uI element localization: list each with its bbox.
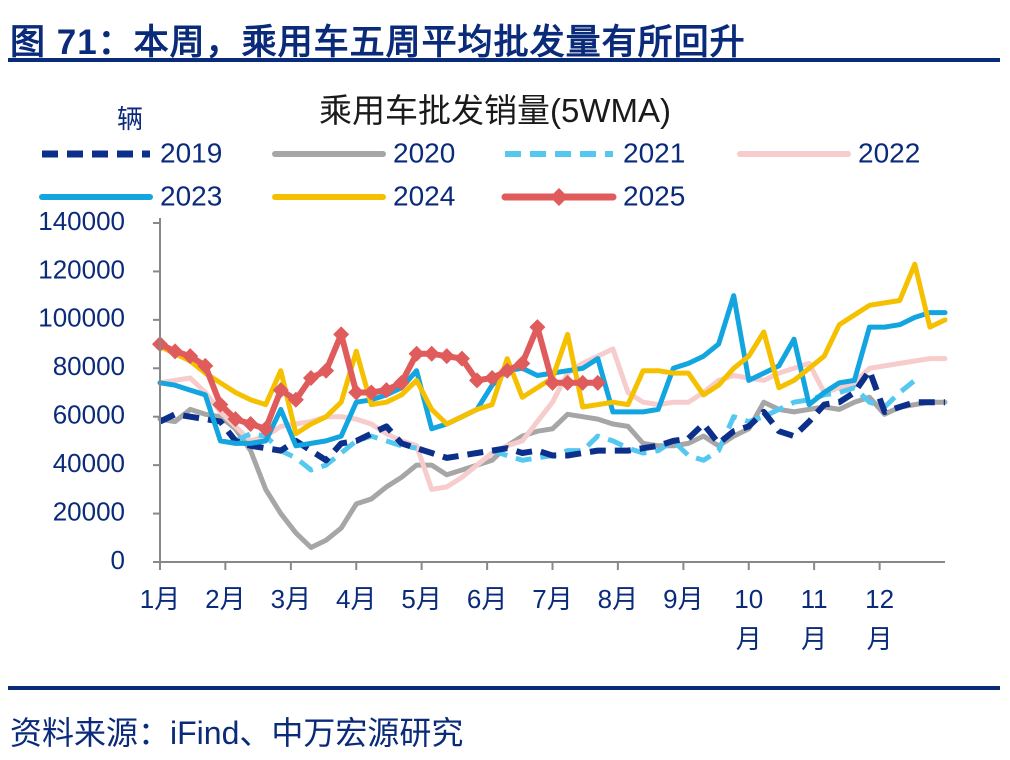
legend-label: 2021 — [623, 137, 685, 168]
data-point-2025 — [287, 391, 304, 408]
series-line-2021 — [491, 378, 917, 463]
data-point-2025 — [272, 382, 289, 399]
legend-label: 2023 — [160, 180, 222, 211]
legend-item-2024: 2024 — [272, 180, 455, 211]
series-line-2022 — [157, 346, 948, 492]
legend-item-2020: 2020 — [272, 137, 455, 168]
legend-label: 2020 — [393, 137, 455, 168]
series-line-2025 — [157, 324, 601, 432]
y-tick-label: 140000 — [38, 206, 125, 236]
x-tick-label: 11 月 — [801, 584, 828, 654]
data-point-2025 — [574, 374, 591, 391]
legend-label: 2024 — [393, 180, 455, 211]
data-point-2025 — [197, 357, 214, 374]
data-point-2025 — [469, 372, 486, 389]
figure-title: 图 71：本周，乘用车五周平均批发量有所回升 — [10, 23, 746, 62]
data-point-2025 — [529, 319, 546, 336]
y-tick-label: 60000 — [53, 400, 125, 430]
data-point-2025 — [348, 384, 365, 401]
x-tick-label: 8月 — [598, 584, 638, 614]
legend-marker — [550, 188, 568, 206]
series-line-2019 — [158, 367, 945, 464]
data-point-2025 — [559, 374, 576, 391]
legend-item-2021: 2021 — [505, 137, 685, 168]
legend-item-2022: 2022 — [737, 137, 920, 168]
chart-title: 乘用车批发销量(5WMA) — [319, 92, 671, 129]
data-point-2025 — [438, 348, 455, 365]
x-tick-label: 1月 — [140, 584, 180, 614]
x-tick-label: 2月 — [205, 584, 245, 614]
data-point-2025 — [242, 415, 259, 432]
series-layer — [152, 261, 948, 550]
data-point-2025 — [302, 369, 319, 386]
data-point-2025 — [227, 411, 244, 428]
y-axis-unit: 辆 — [117, 104, 143, 134]
data-point-2025 — [408, 345, 425, 362]
data-point-2025 — [589, 374, 606, 391]
data-point-2025 — [514, 355, 531, 372]
source-note: 资料来源：iFind、中万宏源研究 — [10, 715, 464, 751]
data-point-2025 — [423, 345, 440, 362]
x-tick-label: 7月 — [532, 584, 572, 614]
data-point-2025 — [484, 369, 501, 386]
data-point-2025 — [212, 396, 229, 413]
legend-label: 2025 — [623, 180, 685, 211]
data-point-2025 — [499, 362, 516, 379]
legend-item-2019: 2019 — [42, 137, 222, 168]
x-tick-label: 6月 — [467, 584, 507, 614]
data-point-2025 — [167, 343, 184, 360]
axes: 0 20000 40000 60000 80000 100000 120000 140000 1… — [38, 206, 945, 654]
x-tick-label: 10 月 — [734, 584, 763, 654]
x-tick-label: 5月 — [401, 584, 441, 614]
y-tick-label: 0 — [111, 545, 125, 575]
y-tick-label: 120000 — [38, 254, 125, 284]
data-point-2025 — [393, 374, 410, 391]
y-tick-label: 100000 — [38, 303, 125, 333]
x-tick-label: 12 月 — [865, 584, 894, 654]
legend-item-2023: 2023 — [39, 180, 222, 211]
data-point-2025 — [544, 374, 561, 391]
series-line-2020 — [157, 394, 948, 550]
source-rule — [8, 686, 1000, 690]
data-point-2025 — [378, 382, 395, 399]
y-tick-label: 80000 — [53, 351, 125, 381]
legend-label: 2022 — [858, 137, 920, 168]
data-point-2025 — [257, 420, 274, 437]
legend-item-2025: 2025 — [501, 180, 685, 211]
y-tick-label: 20000 — [53, 496, 125, 526]
legend: 2019 2020 2021 2022 2023 2024 2025 — [39, 137, 920, 211]
y-tick-label: 40000 — [53, 448, 125, 478]
title-rule — [8, 58, 1000, 62]
x-tick-label: 4月 — [336, 584, 376, 614]
data-point-2025 — [363, 384, 380, 401]
line-chart: 乘用车批发销量(5WMA) 辆 2019 2020 2021 2022 2023 2024… — [38, 92, 948, 654]
data-point-2025 — [333, 326, 350, 343]
legend-label: 2019 — [160, 137, 222, 168]
x-tick-label: 3月 — [271, 584, 311, 614]
x-tick-label: 9月 — [663, 584, 703, 614]
data-point-2025 — [182, 348, 199, 365]
data-point-2025 — [318, 362, 335, 379]
data-point-2025 — [453, 350, 470, 367]
